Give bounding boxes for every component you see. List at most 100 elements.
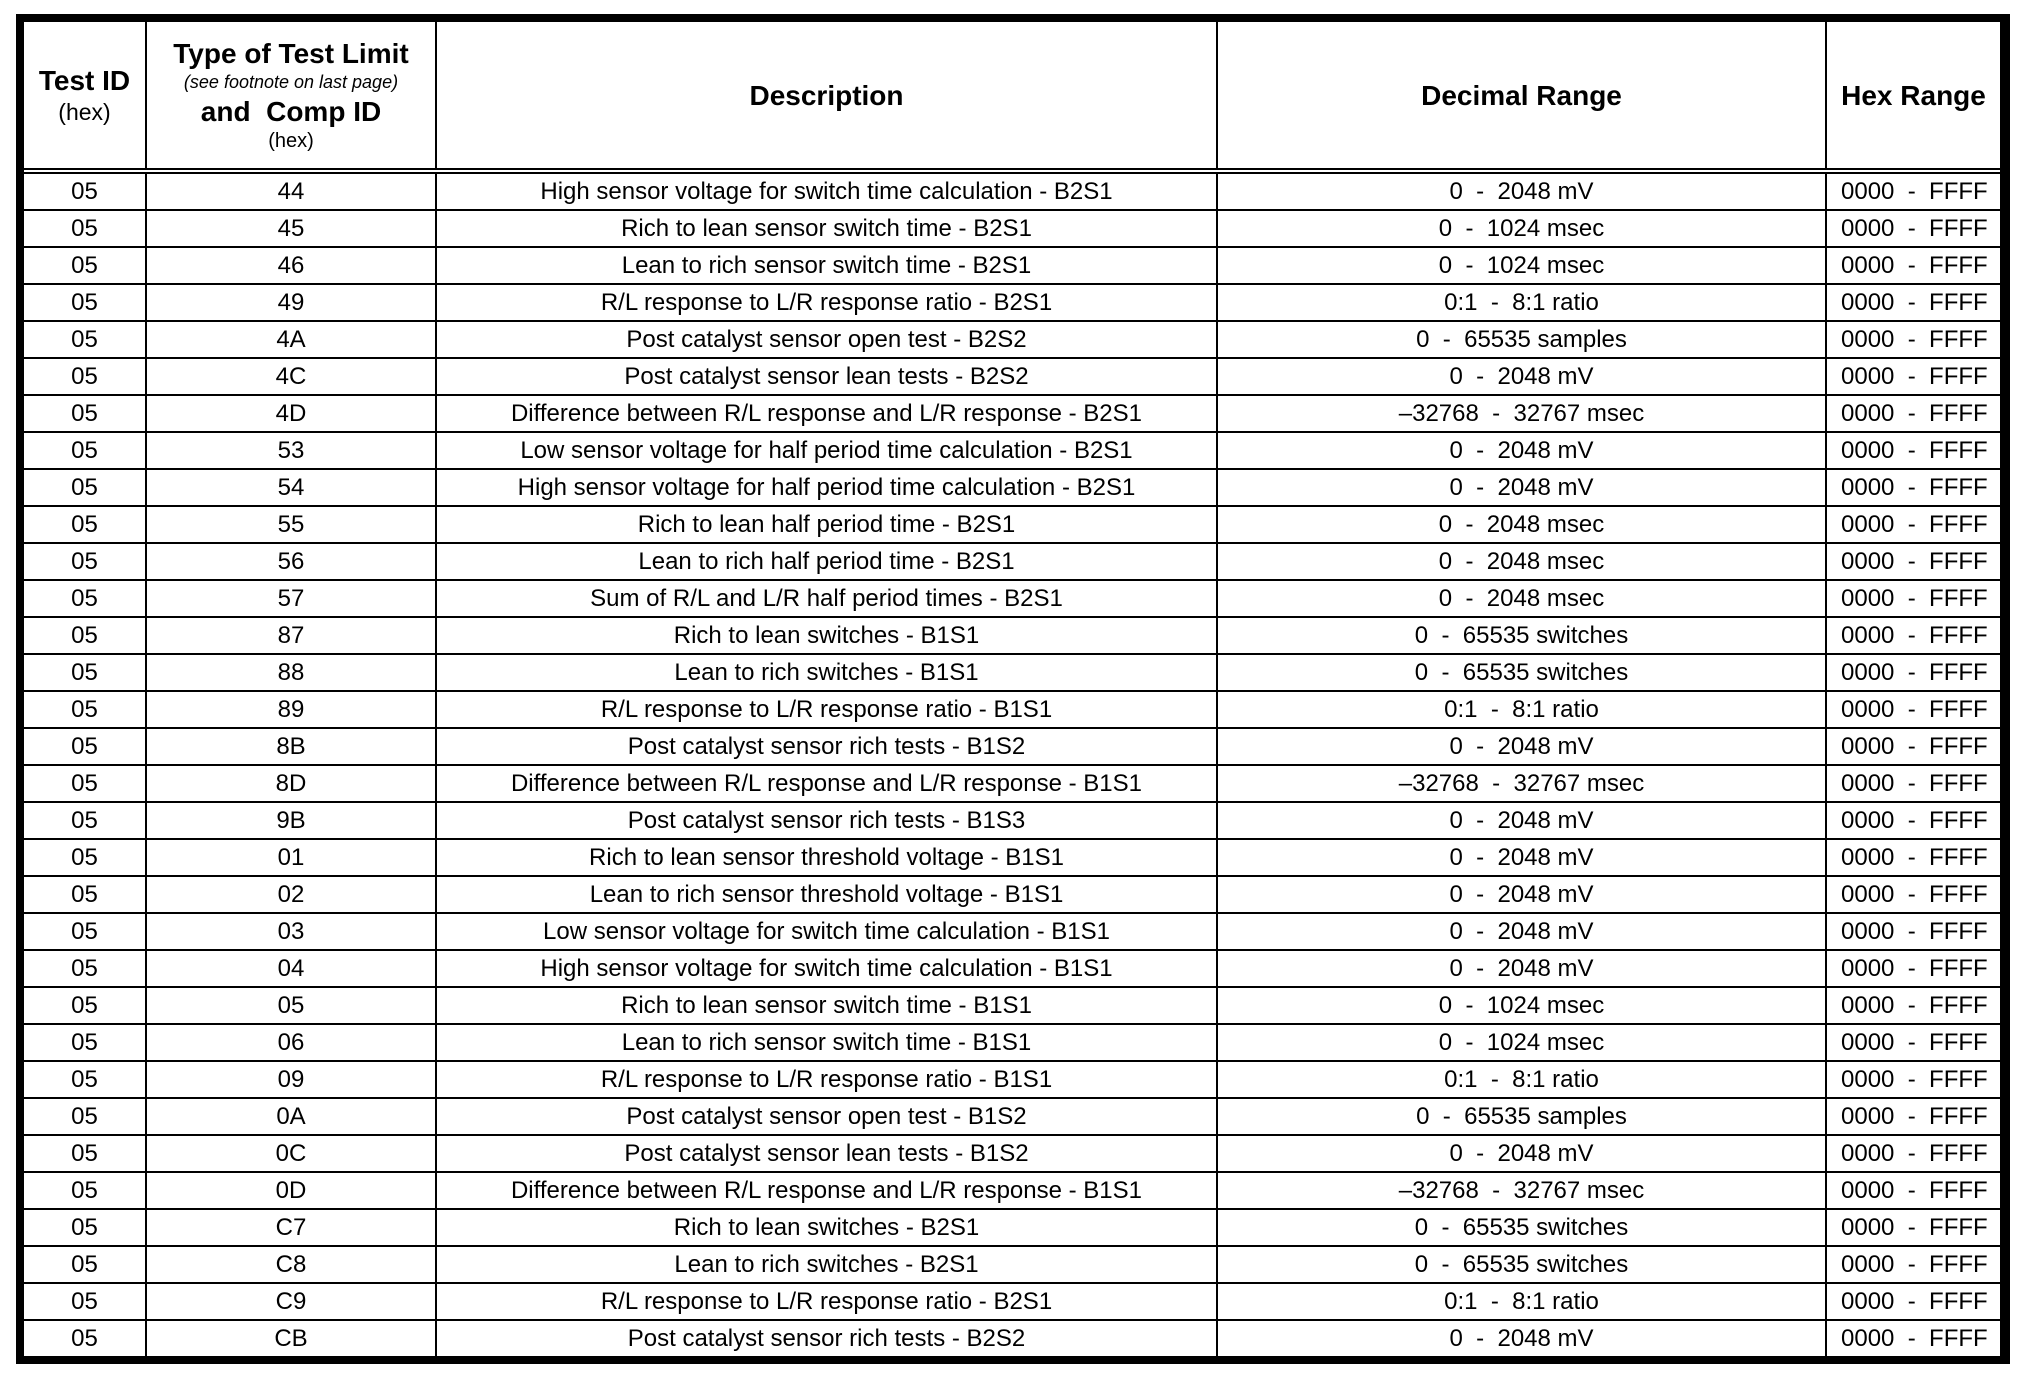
test-id-cell: 05 <box>24 1171 147 1210</box>
hex-range-cell: 0000 - FFFF <box>1825 394 2000 433</box>
description-cell: Lean to rich sensor switch time - B1S1 <box>435 1023 1218 1062</box>
decimal-range-cell: 0 - 2048 mV <box>1216 912 1827 951</box>
decimal-range-cell: 0 - 65535 switches <box>1216 1245 1827 1284</box>
comp-id-cell: 54 <box>145 468 437 507</box>
hex-range-cell: 0000 - FFFF <box>1825 875 2000 914</box>
table-row: 05 9B Post catalyst sensor rich tests - B1… <box>24 801 2000 840</box>
test-id-cell: 05 <box>24 912 147 951</box>
hex-range-cell: 0000 - FFFF <box>1825 170 2000 211</box>
decimal-range-cell: 0 - 2048 mV <box>1216 1134 1827 1173</box>
header-description: Description <box>435 22 1218 174</box>
description-cell: Lean to rich switches - B1S1 <box>435 653 1218 692</box>
test-id-cell: 05 <box>24 690 147 729</box>
decimal-range-cell: 0 - 2048 mV <box>1216 949 1827 988</box>
description-cell: Difference between R/L response and L/R … <box>435 1171 1218 1210</box>
hex-range-cell: 0000 - FFFF <box>1825 838 2000 877</box>
test-id-cell: 05 <box>24 170 147 211</box>
description-cell: High sensor voltage for switch time calc… <box>435 170 1218 211</box>
comp-id-cell: 89 <box>145 690 437 729</box>
hex-range-cell: 0000 - FFFF <box>1825 949 2000 988</box>
hex-range-cell: 0000 - FFFF <box>1825 468 2000 507</box>
description-cell: Sum of R/L and L/R half period times - B… <box>435 579 1218 618</box>
table-row: 05 05 Rich to lean sensor switch time - B1… <box>24 986 2000 1025</box>
comp-id-cell: 46 <box>145 246 437 285</box>
hex-range-cell: 0000 - FFFF <box>1825 1319 2000 1356</box>
test-id-cell: 05 <box>24 727 147 766</box>
test-id-cell: 05 <box>24 801 147 840</box>
comp-id-cell: 0A <box>145 1097 437 1136</box>
hex-range-cell: 0000 - FFFF <box>1825 801 2000 840</box>
description-cell: Lean to rich sensor threshold voltage - … <box>435 875 1218 914</box>
table-row: 05 57 Sum of R/L and L/R half period times… <box>24 579 2000 618</box>
header-test-id-label: Test ID <box>38 65 131 97</box>
test-id-cell: 05 <box>24 209 147 248</box>
description-cell: Lean to rich sensor switch time - B2S1 <box>435 246 1218 285</box>
description-cell: R/L response to L/R response ratio - B2S… <box>435 283 1218 322</box>
header-test-id-sub: (hex) <box>58 99 111 126</box>
comp-id-cell: 0C <box>145 1134 437 1173</box>
test-id-cell: 05 <box>24 1097 147 1136</box>
description-cell: Low sensor voltage for half period time … <box>435 431 1218 470</box>
table-row: 05 03 Low sensor voltage for switch time c… <box>24 912 2000 951</box>
description-cell: Rich to lean half period time - B2S1 <box>435 505 1218 544</box>
table-row: 05 0C Post catalyst sensor lean tests - B1… <box>24 1134 2000 1173</box>
test-id-cell: 05 <box>24 1134 147 1173</box>
test-id-cell: 05 <box>24 357 147 396</box>
table-row: 05 0D Difference between R/L response and … <box>24 1171 2000 1210</box>
test-id-cell: 05 <box>24 542 147 581</box>
table-row: 05 54 High sensor voltage for half period … <box>24 468 2000 507</box>
test-id-cell: 05 <box>24 505 147 544</box>
test-id-cell: 05 <box>24 875 147 914</box>
hex-range-cell: 0000 - FFFF <box>1825 1282 2000 1321</box>
comp-id-cell: 01 <box>145 838 437 877</box>
description-cell: R/L response to L/R response ratio - B1S… <box>435 690 1218 729</box>
test-id-cell: 05 <box>24 616 147 655</box>
comp-id-cell: 09 <box>145 1060 437 1099</box>
decimal-range-cell: 0 - 2048 mV <box>1216 838 1827 877</box>
test-id-cell: 05 <box>24 579 147 618</box>
table-row: 05 89 R/L response to L/R response ratio -… <box>24 690 2000 729</box>
decimal-range-cell: 0 - 1024 msec <box>1216 986 1827 1025</box>
table-row: 05 8B Post catalyst sensor rich tests - B1… <box>24 727 2000 766</box>
test-id-cell: 05 <box>24 320 147 359</box>
test-id-cell: 05 <box>24 1319 147 1356</box>
hex-range-cell: 0000 - FFFF <box>1825 1208 2000 1247</box>
header-footnote-note: (see footnote on last page) <box>183 72 399 93</box>
header-row: Test ID (hex) Type of Test Limit (see fo… <box>24 22 2000 174</box>
decimal-range-cell: –32768 - 32767 msec <box>1216 764 1827 803</box>
hex-range-cell: 0000 - FFFF <box>1825 431 2000 470</box>
table-row: 05 C7 Rich to lean switches - B2S1 0 - 6553… <box>24 1208 2000 1247</box>
test-id-cell: 05 <box>24 986 147 1025</box>
description-cell: Post catalyst sensor rich tests - B1S3 <box>435 801 1218 840</box>
comp-id-cell: 0D <box>145 1171 437 1210</box>
description-cell: Rich to lean sensor switch time - B1S1 <box>435 986 1218 1025</box>
comp-id-cell: 53 <box>145 431 437 470</box>
test-id-cell: 05 <box>24 1245 147 1284</box>
description-cell: Post catalyst sensor rich tests - B2S2 <box>435 1319 1218 1356</box>
decimal-range-cell: 0 - 1024 msec <box>1216 1023 1827 1062</box>
comp-id-cell: C9 <box>145 1282 437 1321</box>
comp-id-cell: 02 <box>145 875 437 914</box>
decimal-range-cell: 0 - 1024 msec <box>1216 209 1827 248</box>
hex-range-cell: 0000 - FFFF <box>1825 246 2000 285</box>
comp-id-cell: CB <box>145 1319 437 1356</box>
hex-range-cell: 0000 - FFFF <box>1825 1134 2000 1173</box>
comp-id-cell: 8D <box>145 764 437 803</box>
hex-range-cell: 0000 - FFFF <box>1825 764 2000 803</box>
table-row: 05 45 Rich to lean sensor switch time - B2… <box>24 209 2000 248</box>
hex-range-cell: 0000 - FFFF <box>1825 912 2000 951</box>
table-row: 05 02 Lean to rich sensor threshold voltag… <box>24 875 2000 914</box>
hex-range-cell: 0000 - FFFF <box>1825 357 2000 396</box>
decimal-range-cell: 0 - 65535 switches <box>1216 653 1827 692</box>
comp-id-cell: 8B <box>145 727 437 766</box>
table-row: 05 8D Difference between R/L response and … <box>24 764 2000 803</box>
decimal-range-cell: 0 - 2048 msec <box>1216 542 1827 581</box>
test-id-cell: 05 <box>24 764 147 803</box>
header-type-label: Type of Test Limit <box>173 38 409 70</box>
comp-id-cell: 4D <box>145 394 437 433</box>
table-row: 05 56 Lean to rich half period time - B2S1… <box>24 542 2000 581</box>
decimal-range-cell: 0 - 2048 msec <box>1216 579 1827 618</box>
comp-id-cell: 56 <box>145 542 437 581</box>
comp-id-cell: 49 <box>145 283 437 322</box>
header-test-id: Test ID (hex) <box>24 22 147 174</box>
